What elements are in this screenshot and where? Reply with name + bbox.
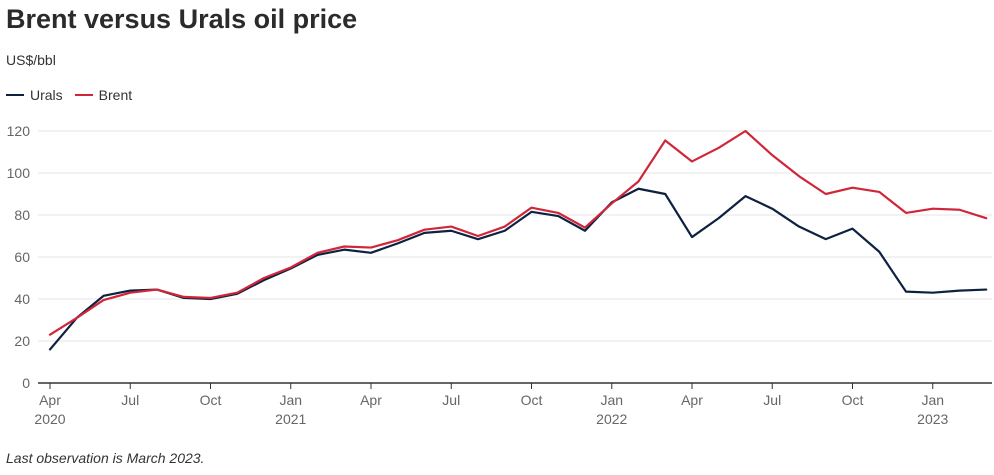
gridlines [38,130,992,342]
legend-swatch-brent [74,94,93,96]
series-line-urals [48,187,988,351]
chart-title: Brent versus Urals oil price [6,4,358,34]
x-tick-label-2020-07: Jul [121,392,139,408]
x-tick-label-2020-04: Apr [39,392,61,408]
x-tick-label-2022-01: Jan [600,392,623,408]
legend-swatch-urals [6,94,24,96]
x-tick-label-2023-01: Jan [921,392,944,408]
x-tick-label-2022-07: Jul [763,392,781,408]
x-tick-label-2021-01: Jan [279,392,302,408]
y-tick-label-0: 0 [22,375,30,391]
x-tick-label-2021-07: Jul [442,392,460,408]
x-tick-label-2022-04: Apr [681,392,703,408]
legend-item-urals[interactable]: Urals [6,87,63,103]
legend-label-brent: Brent [98,87,133,103]
y-tick-label-20: 20 [14,333,30,349]
legend-item-brent[interactable]: Brent [74,87,133,103]
x-tick-label-2020-10: Oct [200,392,222,408]
y-tick-label-60: 60 [14,249,30,265]
y-tick-label-40: 40 [14,291,30,307]
y-axis-unit-label: US$/bbl [6,52,56,68]
x-tick-label-2022-10: Oct [842,392,864,408]
x-tick-year-2022: 2022 [596,411,627,427]
y-axis-ticks: 0 20 40 60 80 100 120 [7,123,31,391]
y-tick-label-100: 100 [7,165,31,181]
legend-label-urals: Urals [30,87,63,103]
y-tick-label-120: 120 [7,123,31,139]
x-tick-year-2021: 2021 [275,411,306,427]
series-line-brent [48,129,988,336]
x-axis-ticks: Apr 2020 Jul Oct Jan 2021 Apr Jul Oct Jan 2022 Apr J… [34,383,949,427]
legend: Urals Brent [6,87,144,103]
x-tick-year-2023: 2023 [917,411,948,427]
footnote: Last observation is March 2023. [6,450,205,466]
x-tick-year-2020: 2020 [34,411,65,427]
x-tick-label-2021-10: Oct [521,392,543,408]
y-tick-label-80: 80 [14,207,30,223]
series-lines [48,129,988,351]
x-tick-label-2021-04: Apr [360,392,382,408]
